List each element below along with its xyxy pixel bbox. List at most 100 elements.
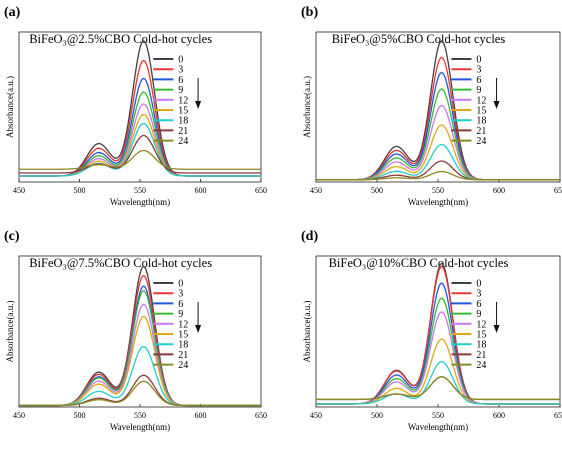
x-tick-label: 450 <box>310 186 322 195</box>
legend-label-18: 18 <box>476 116 486 127</box>
trend-arrow-head <box>493 325 500 333</box>
plot-area <box>315 255 561 408</box>
y-axis-label: Absorbance(a.u.) <box>302 76 312 138</box>
legend-label-3: 3 <box>476 289 481 300</box>
legend-label-15: 15 <box>178 106 188 117</box>
x-tick-label: 650 <box>554 411 562 420</box>
chart-panel-4: (d) BiFeO₃@10%CBO Cold-hot cycles 450 500 55… <box>301 229 562 432</box>
legend-label-9: 9 <box>178 85 183 96</box>
trend-arrow-head <box>493 101 500 109</box>
series-lines <box>316 40 560 181</box>
series-line-18 <box>19 345 261 407</box>
series-line-24 <box>316 376 560 401</box>
plot-area <box>315 31 561 183</box>
legend-label-24: 24 <box>476 136 486 147</box>
plot-area <box>18 255 262 408</box>
legend-label-3: 3 <box>178 289 183 300</box>
legend-label-15: 15 <box>476 330 486 341</box>
y-axis-label: Absorbance(a.u.) <box>5 76 15 138</box>
x-tick-label: 450 <box>13 186 25 195</box>
legend-label-0: 0 <box>476 279 481 290</box>
series-line-0 <box>316 262 560 405</box>
series-lines <box>19 265 261 407</box>
x-tick-label: 600 <box>493 186 505 195</box>
series-line-18 <box>19 122 261 177</box>
chart-panel-3: (c) BiFeO₃@7.5%CBO Cold-hot cycles 450 500 5… <box>4 229 267 432</box>
series-line-12 <box>316 104 560 181</box>
legend-label-18: 18 <box>178 116 188 127</box>
legend-label-21: 21 <box>476 126 486 137</box>
series-line-0 <box>19 265 261 407</box>
x-axis-label: Wavelength(nm) <box>110 197 170 207</box>
series-line-21 <box>19 134 261 174</box>
series-line-24 <box>19 149 261 170</box>
legend-label-9: 9 <box>476 309 481 320</box>
x-tick-label: 550 <box>134 186 146 195</box>
x-tick-label: 450 <box>13 411 25 420</box>
legend-label-6: 6 <box>178 299 183 310</box>
x-tick-label: 650 <box>554 186 562 195</box>
x-axis-label: Wavelength(nm) <box>110 422 170 432</box>
x-tick-label: 550 <box>134 411 146 420</box>
legend-label-9: 9 <box>476 85 481 96</box>
panel-label: (b) <box>301 5 318 20</box>
series-line-12 <box>316 311 560 405</box>
legend-label-21: 21 <box>178 126 188 137</box>
series-lines <box>19 40 261 177</box>
legend-label-6: 6 <box>178 75 183 86</box>
legend-label-6: 6 <box>476 75 481 86</box>
series-lines <box>316 262 560 405</box>
legend-label-15: 15 <box>178 330 188 341</box>
chart-title: BiFeO₃@2.5%CBO Cold-hot cycles <box>29 32 212 46</box>
legend-label-12: 12 <box>476 95 486 106</box>
trend-arrow-head <box>195 325 202 333</box>
panel-label: (a) <box>4 5 21 20</box>
x-tick-label: 600 <box>493 411 505 420</box>
series-line-9 <box>316 297 560 405</box>
x-tick-label: 500 <box>74 411 86 420</box>
x-tick-label: 650 <box>255 411 267 420</box>
legend-label-18: 18 <box>178 340 188 351</box>
legend-label-18: 18 <box>476 340 486 351</box>
series-line-24 <box>19 380 261 407</box>
legend-label-15: 15 <box>476 106 486 117</box>
chart-panel-2: (b) BiFeO₃@5%CBO Cold-hot cycles 450 500 550… <box>301 5 562 207</box>
series-line-12 <box>19 103 261 177</box>
legend-label-12: 12 <box>476 319 486 330</box>
x-tick-label: 500 <box>371 411 383 420</box>
legend-label-21: 21 <box>476 350 486 361</box>
x-tick-label: 500 <box>371 186 383 195</box>
legend-label-0: 0 <box>178 55 183 66</box>
x-axis-label: Wavelength(nm) <box>408 197 468 207</box>
series-line-9 <box>19 91 261 177</box>
series-line-6 <box>316 71 560 181</box>
series-line-21 <box>316 376 560 401</box>
legend-label-12: 12 <box>178 95 188 106</box>
chart-panel-1: (a) BiFeO₃@2.5%CBO Cold-hot cycles 450 500 5… <box>4 5 267 207</box>
x-tick-label: 650 <box>255 186 267 195</box>
x-tick-label: 550 <box>432 186 444 195</box>
series-line-24 <box>316 170 560 181</box>
series-line-6 <box>19 285 261 407</box>
chart-title: BiFeO₃@10%CBO Cold-hot cycles <box>329 256 509 270</box>
y-axis-label: Absorbance(a.u.) <box>302 301 312 363</box>
legend-label-0: 0 <box>476 55 481 66</box>
legend-label-3: 3 <box>178 65 183 76</box>
legend-label-21: 21 <box>178 350 188 361</box>
x-tick-label: 500 <box>74 186 86 195</box>
panel-label: (c) <box>4 229 20 244</box>
series-line-21 <box>316 160 560 181</box>
legend-label-0: 0 <box>178 279 183 290</box>
series-line-21 <box>19 374 261 407</box>
x-tick-label: 550 <box>432 411 444 420</box>
legend-label-24: 24 <box>476 360 486 371</box>
legend-label-24: 24 <box>178 136 188 147</box>
legend-label-9: 9 <box>178 309 183 320</box>
legend-label-24: 24 <box>178 360 188 371</box>
series-line-15 <box>19 315 261 407</box>
